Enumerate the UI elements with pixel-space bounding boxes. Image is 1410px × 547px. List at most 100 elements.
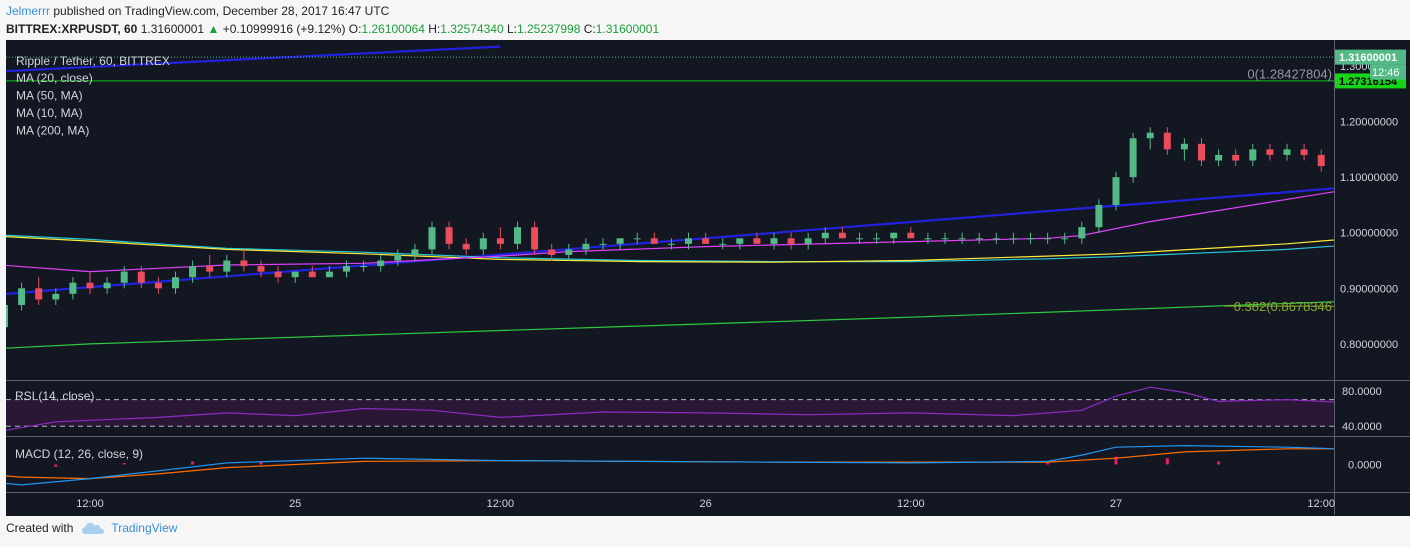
candle xyxy=(599,238,607,250)
macd-line xyxy=(6,444,1334,486)
candle xyxy=(565,243,573,261)
price-tick-label: 1.20000000 xyxy=(1340,117,1398,129)
candle-body xyxy=(531,227,539,250)
time-tick-label: 27 xyxy=(1110,498,1122,510)
candle xyxy=(223,254,231,278)
candle xyxy=(531,221,539,255)
candle-body xyxy=(445,227,453,244)
candle xyxy=(856,232,863,244)
candle-body xyxy=(274,271,282,278)
macd-histogram-bar xyxy=(1165,458,1169,465)
published-text: published on TradingView.com, December 2… xyxy=(53,4,390,18)
candle-body xyxy=(103,282,111,289)
candle-body xyxy=(958,238,966,240)
candle xyxy=(18,282,26,311)
high-value: 1.32574340 xyxy=(440,22,504,36)
fib-level-0-label: 0(1.28427804) xyxy=(1247,67,1332,82)
macd-histogram-bar xyxy=(191,461,195,465)
symbol-quote: BITTREX:XRPUSDT, 60 1.31600001 ▲ +0.1099… xyxy=(6,22,659,36)
candle-body xyxy=(890,232,898,239)
candle xyxy=(650,232,658,244)
candle xyxy=(377,254,385,272)
candle xyxy=(343,260,350,278)
trading-chart[interactable]: 0(1.28427804) 0.382(0.8678346 0.80000000 0.… xyxy=(0,40,1410,516)
candle xyxy=(1112,171,1120,211)
countdown-bg xyxy=(1370,64,1406,80)
candle-body xyxy=(582,243,590,250)
macd-histogram-bar xyxy=(1217,461,1221,465)
candle xyxy=(873,232,881,244)
candle-body xyxy=(702,238,710,244)
last-price-label: 1.31600001 xyxy=(1339,52,1397,64)
high-label: H: xyxy=(428,22,441,36)
candle-body xyxy=(873,238,881,240)
candle-body xyxy=(856,238,863,240)
candle xyxy=(35,277,43,305)
candle-body xyxy=(616,238,624,244)
author-link[interactable]: Jelmerrr xyxy=(6,4,50,18)
candle-body xyxy=(941,238,949,240)
candle xyxy=(1317,149,1325,172)
candle-body xyxy=(787,238,795,244)
legend-item: MA (10, MA) xyxy=(16,106,83,120)
candle xyxy=(69,277,77,300)
candle-body xyxy=(1300,149,1308,155)
candle-body xyxy=(496,238,504,244)
candle xyxy=(1180,138,1188,161)
macd-histogram-bar xyxy=(1046,462,1050,465)
candle-body xyxy=(411,249,419,255)
open-value: 1.26100064 xyxy=(361,22,425,36)
candle xyxy=(1232,149,1240,167)
candle xyxy=(702,232,710,244)
tradingview-brand-link[interactable]: TradingView xyxy=(111,521,178,535)
candle xyxy=(804,232,812,250)
candle xyxy=(325,266,333,278)
candle-body xyxy=(240,260,248,267)
candle xyxy=(1215,149,1223,167)
candle xyxy=(291,271,299,283)
time-tick-label: 25 xyxy=(289,498,301,510)
price-tick-label: 0.90000000 xyxy=(1340,283,1398,295)
candle-body xyxy=(1232,154,1240,161)
candle xyxy=(1163,127,1171,155)
candle xyxy=(821,227,829,244)
candle xyxy=(787,232,795,250)
candle-body xyxy=(257,266,265,272)
macd-histogram-bar xyxy=(1114,456,1118,465)
candle xyxy=(582,238,590,255)
candle xyxy=(1009,232,1017,244)
candle-body xyxy=(223,260,231,272)
candle-body xyxy=(599,243,607,245)
rsi-label: RSI (14, close) xyxy=(15,389,94,403)
candle-body xyxy=(1027,238,1034,240)
candle xyxy=(907,227,915,239)
candle xyxy=(633,232,641,244)
candle xyxy=(86,271,94,294)
macd-histogram-bar xyxy=(54,464,58,467)
candle xyxy=(616,238,624,250)
candle-body xyxy=(308,271,316,278)
candle-body xyxy=(343,266,350,272)
candle-body xyxy=(1266,149,1274,155)
candle xyxy=(240,249,248,272)
candle-body xyxy=(377,260,385,267)
publish-info: Jelmerrr published on TradingView.com, D… xyxy=(6,4,389,18)
candle-body xyxy=(1129,138,1137,178)
rsi-pane xyxy=(6,386,1334,431)
candle-body xyxy=(325,271,333,278)
candle-body xyxy=(86,282,94,289)
legend-item: MA (200, MA) xyxy=(16,124,89,138)
candle xyxy=(719,238,727,250)
ma50-line xyxy=(6,236,1334,263)
candle-body xyxy=(821,232,829,239)
candle xyxy=(496,227,504,250)
candle-body xyxy=(428,227,436,250)
candle xyxy=(6,304,8,328)
candle xyxy=(958,232,966,244)
close-label: C: xyxy=(583,22,596,36)
price-tick-label: 1.00000000 xyxy=(1340,228,1398,240)
candle-body xyxy=(1163,132,1171,150)
close-value: 1.31600001 xyxy=(595,22,660,36)
candle xyxy=(462,238,470,255)
tradingview-logo-icon xyxy=(82,523,105,534)
